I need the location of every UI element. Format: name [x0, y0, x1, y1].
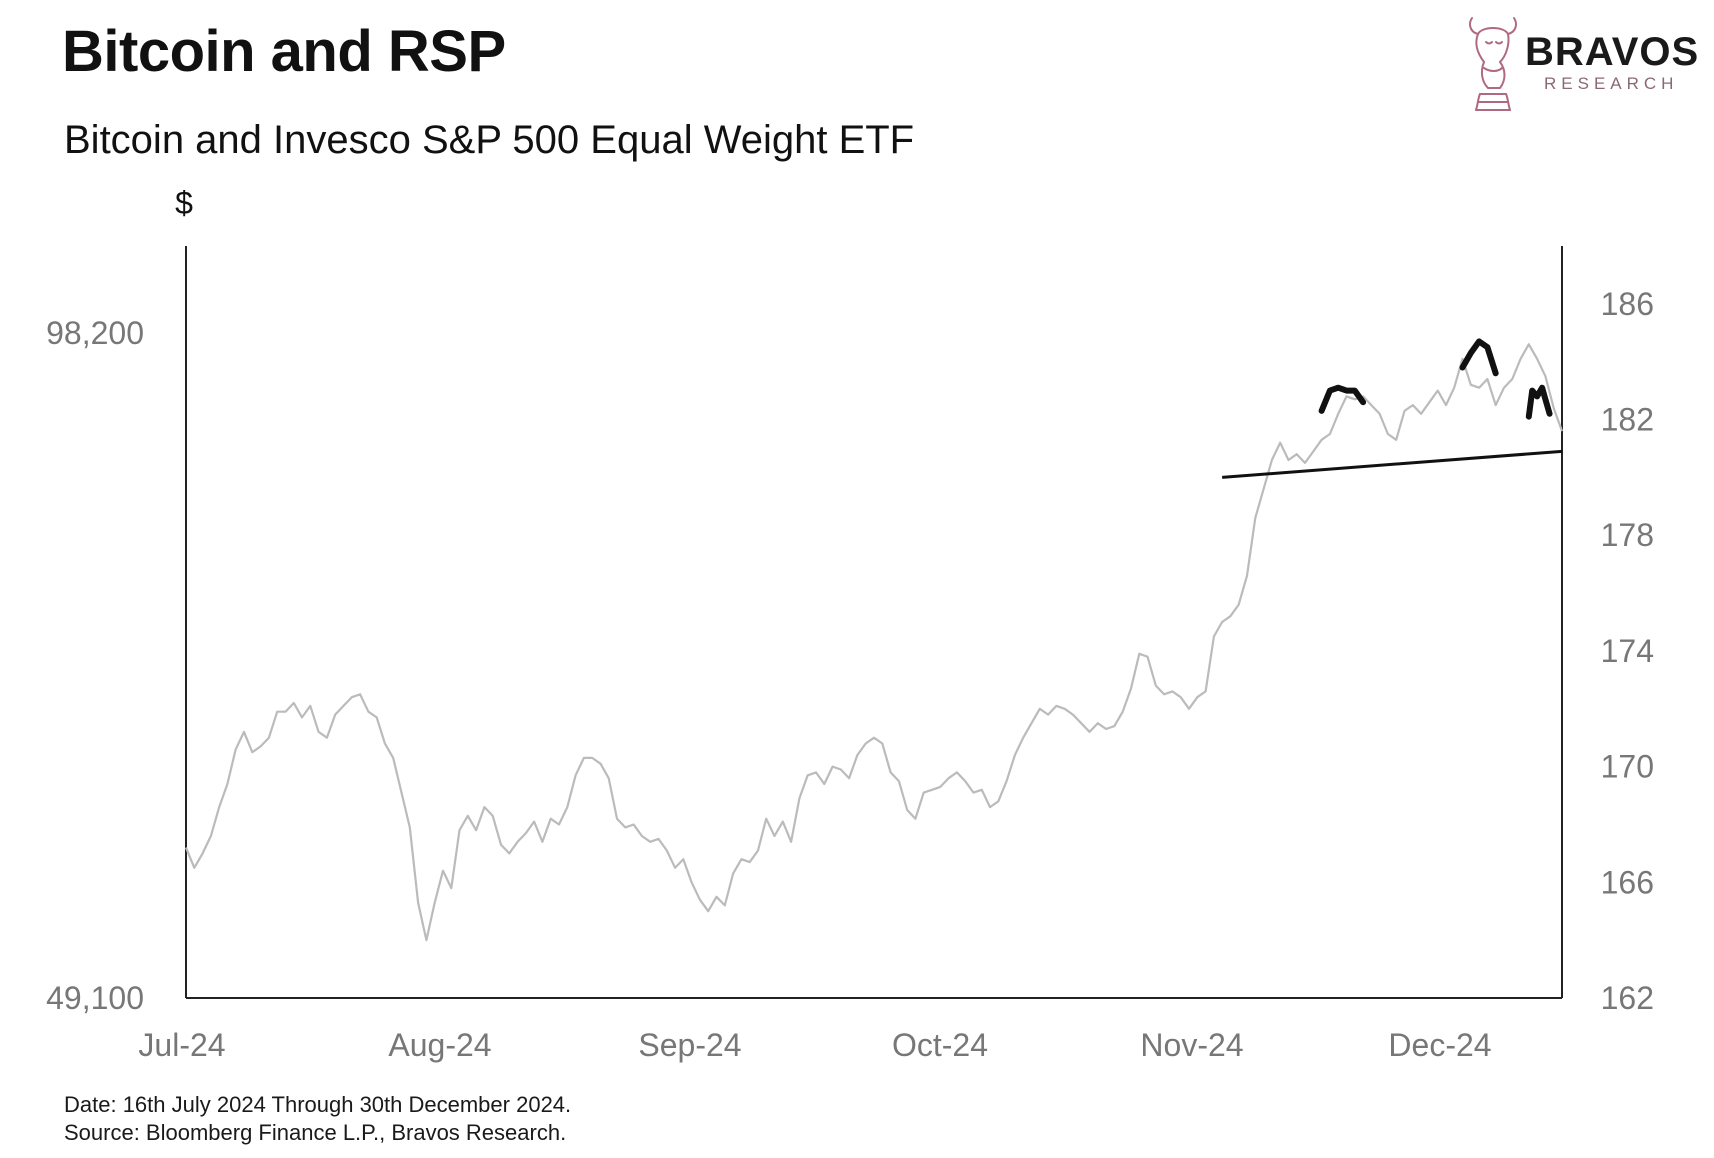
pattern-highlight-right-shoulder — [1525, 384, 1553, 420]
right-axis-tick-label: 170 — [1601, 749, 1654, 785]
x-axis-tick-label: Aug-24 — [388, 1027, 491, 1063]
brand-subtitle: RESEARCH — [1544, 74, 1679, 93]
chart-subtitle: Bitcoin and Invesco S&P 500 Equal Weight… — [64, 118, 915, 162]
series-line-rsp — [184, 343, 1564, 942]
left-axis-unit-label: $ — [175, 185, 193, 221]
source-note: Source: Bloomberg Finance L.P., Bravos R… — [64, 1120, 567, 1145]
x-axis-tick-label: Oct-24 — [892, 1027, 988, 1063]
brand-name: BRAVOS — [1525, 30, 1700, 74]
pattern-highlight-head — [1459, 338, 1499, 377]
chart-title: Bitcoin and RSP — [62, 19, 506, 84]
right-axis-tick-label: 162 — [1601, 980, 1654, 1016]
brand-logo: BRAVOS RESEARCH — [1458, 10, 1708, 120]
date-note: Date: 16th July 2024 Through 30th Decemb… — [64, 1092, 572, 1117]
right-axis-tick-label: 186 — [1601, 286, 1654, 322]
left-axis-tick-label: 98,200 — [46, 315, 144, 351]
bull-chess-knight-icon — [1469, 17, 1517, 111]
x-axis-tick-label: Nov-24 — [1140, 1027, 1243, 1063]
right-axis-tick-label: 178 — [1601, 517, 1654, 553]
right-axis-tick-label: 174 — [1601, 633, 1654, 669]
left-axis-tick-label: 49,100 — [46, 980, 144, 1016]
x-axis-tick-label: Jul-24 — [138, 1027, 225, 1063]
support-trendline — [1222, 449, 1563, 479]
x-axis-tick-label: Dec-24 — [1388, 1027, 1491, 1063]
right-axis-tick-label: 166 — [1601, 864, 1654, 900]
pattern-highlight-left-shoulder — [1318, 384, 1367, 414]
right-axis-tick-label: 182 — [1601, 402, 1654, 438]
x-axis-tick-label: Sep-24 — [638, 1027, 741, 1063]
